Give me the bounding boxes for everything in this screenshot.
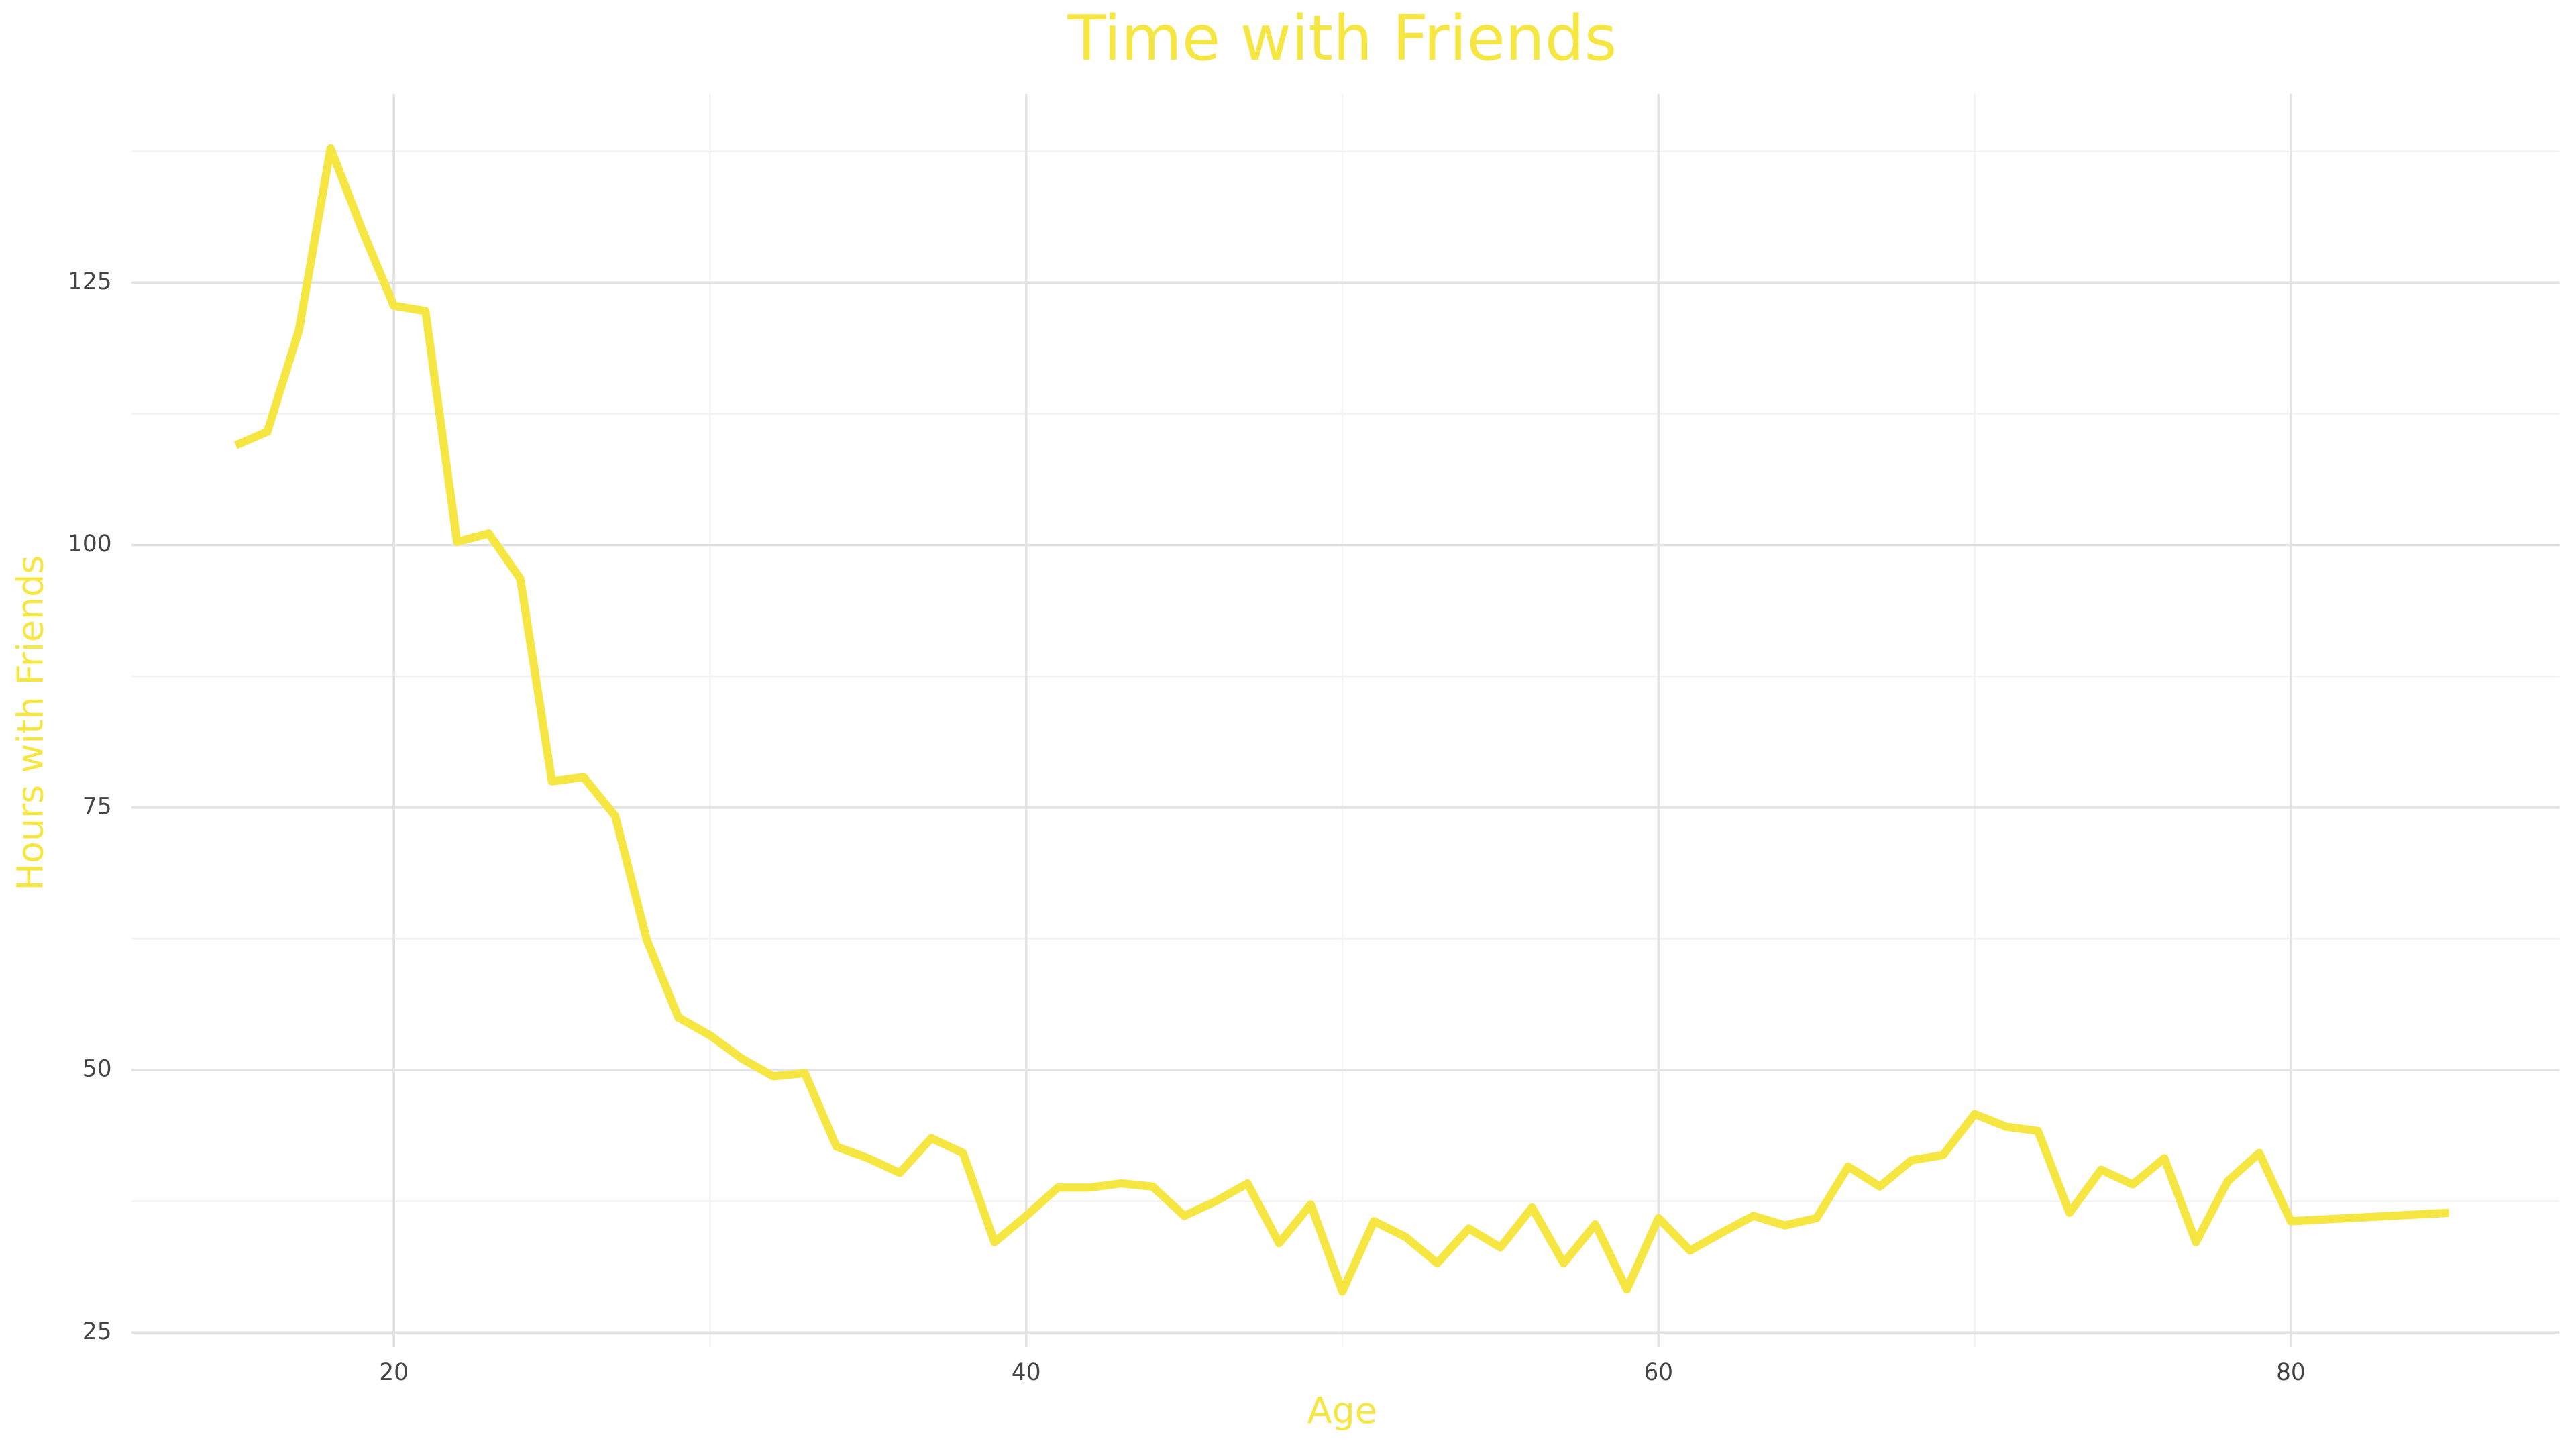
y-tick-label: 125 bbox=[68, 268, 111, 295]
y-tick-label: 75 bbox=[83, 793, 112, 820]
x-tick-label: 80 bbox=[2276, 1359, 2306, 1386]
grid bbox=[131, 93, 2560, 1348]
chart-title: Time with Friends bbox=[1067, 2, 1617, 74]
line-series bbox=[234, 144, 2449, 1296]
x-tick-label: 40 bbox=[1012, 1359, 1041, 1386]
y-tick-label: 100 bbox=[68, 531, 111, 557]
x-tick-label: 60 bbox=[1644, 1359, 1673, 1386]
x-tick-label: 20 bbox=[379, 1359, 409, 1386]
y-axis-label: Hours with Friends bbox=[9, 555, 52, 891]
x-axis-label: Age bbox=[1307, 1389, 1377, 1432]
y-tick-label: 25 bbox=[83, 1318, 112, 1345]
y-tick-label: 50 bbox=[83, 1056, 112, 1083]
